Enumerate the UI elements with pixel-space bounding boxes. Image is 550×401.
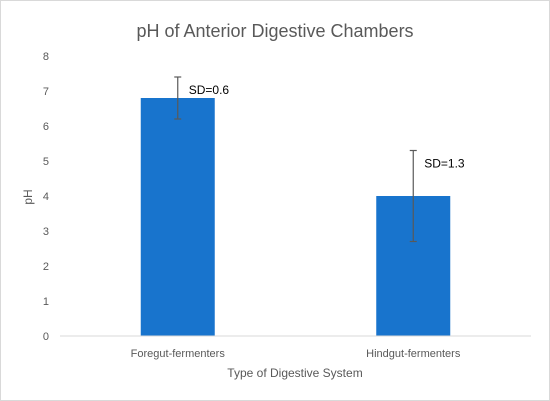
y-tick-label: 2 — [43, 261, 49, 273]
x-axis-label: Type of Digestive System — [227, 366, 362, 380]
x-tick-label: Hindgut-fermenters — [366, 348, 461, 360]
x-axis: Foregut-fermenters Hindgut-fermenters — [60, 335, 531, 360]
data-label: SD=1.3 — [424, 157, 465, 171]
error-bars — [174, 76, 417, 243]
bar — [140, 98, 215, 336]
y-tick-label: 1 — [43, 296, 49, 308]
error-bar — [409, 149, 417, 243]
y-tick-label: 4 — [43, 191, 49, 203]
y-tick-label: 3 — [43, 226, 49, 238]
error-bar — [174, 76, 182, 120]
x-tick-label: Foregut-fermenters — [131, 348, 226, 360]
y-tick-label: 8 — [43, 51, 49, 63]
data-labels: SD=0.6 SD=1.3 — [189, 83, 465, 171]
y-axis-label: pH — [21, 189, 35, 204]
chart-title: pH of Anterior Digestive Chambers — [136, 21, 413, 41]
y-tick-label: 0 — [43, 331, 49, 343]
data-label: SD=0.6 — [189, 83, 230, 97]
y-tick-label: 7 — [43, 86, 49, 98]
bars — [140, 98, 451, 336]
y-axis: 0 1 2 3 4 5 6 7 8 — [43, 51, 49, 343]
y-tick-label: 6 — [43, 121, 49, 133]
y-tick-label: 5 — [43, 156, 49, 168]
